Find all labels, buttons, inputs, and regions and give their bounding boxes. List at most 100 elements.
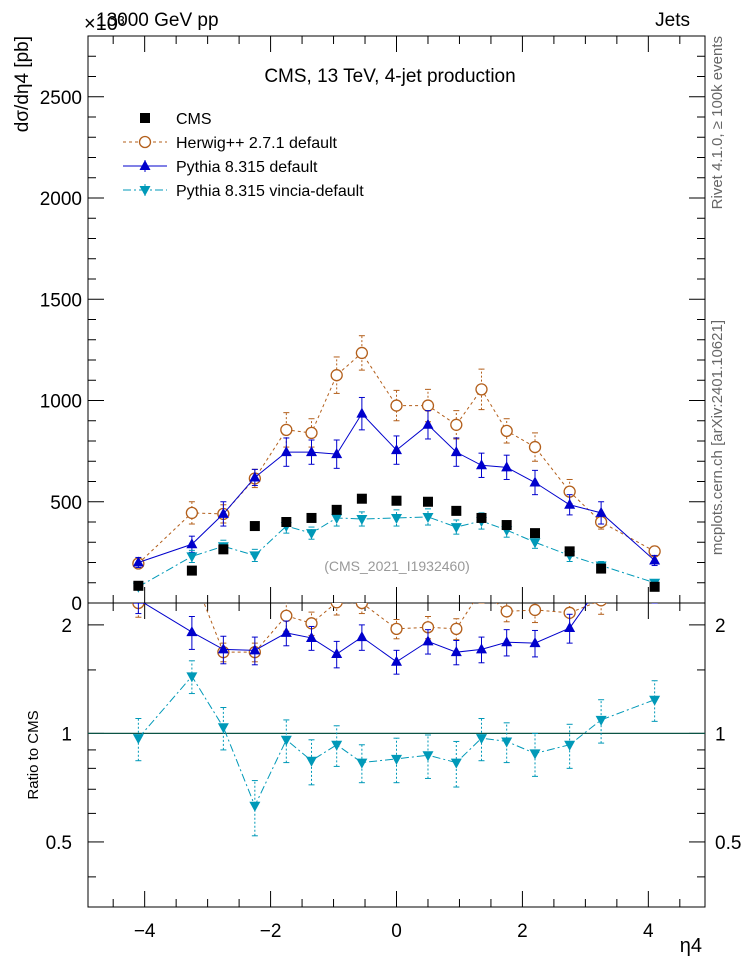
- main-series-3-group: [132, 508, 661, 593]
- main-series-2-point: [475, 459, 487, 470]
- ratio-series-1-point: [186, 626, 198, 637]
- main-series-1-point: [390, 399, 403, 412]
- ratio-xtick-label: 4: [643, 921, 654, 942]
- main-series-0-point: [218, 544, 229, 555]
- main-series-2-point: [356, 407, 368, 418]
- ratio-series-2-point: [475, 734, 487, 745]
- ratio-series-0-point: [355, 603, 369, 610]
- ratio-series-2-point: [564, 740, 576, 751]
- x-axis-label: η4: [680, 935, 702, 957]
- main-series-0-point: [564, 546, 575, 557]
- main-series-2-point: [186, 538, 198, 549]
- ratio-series-2-point: [595, 715, 607, 726]
- main-series-2-point: [249, 471, 261, 482]
- main-series-0-point: [281, 517, 292, 527]
- main-series-0-point: [356, 493, 367, 504]
- main-series: [132, 335, 661, 593]
- ratio-ytick-label-right: 1: [715, 724, 726, 745]
- main-ytick-label: 2000: [40, 189, 82, 210]
- main-series-3-point: [356, 514, 368, 525]
- legend-marker: [139, 186, 151, 196]
- ratio-series-0-point: [280, 609, 293, 622]
- main-series-2-point: [450, 446, 462, 457]
- main-series-2-point: [280, 446, 292, 457]
- main-series-2-group: [132, 396, 661, 569]
- main-series-0-point: [530, 528, 541, 539]
- ratio-ytick-label: 2: [61, 616, 72, 637]
- main-panel: 0 500 1000 1500 2000 2500 CMS, 13 TeV, 4-jet …: [12, 35, 706, 615]
- main-series-2-point: [331, 448, 343, 459]
- main-series-0-point: [306, 512, 317, 523]
- main-ytick-label: 500: [50, 493, 82, 514]
- main-ticks: 0 500 1000 1500 2000 2500: [40, 35, 705, 615]
- ratio-series-2-group: [132, 660, 661, 837]
- legend-label: Pythia 8.315 vincia-default: [176, 183, 364, 200]
- main-series-1-point: [500, 424, 513, 438]
- ratio-series-0-point: [500, 605, 513, 618]
- main-series-0-point: [249, 521, 260, 532]
- ratio-series-1-point: [391, 655, 402, 666]
- ratio-series-0-point: [450, 622, 463, 635]
- main-series-3-point: [331, 513, 343, 524]
- legend-marker: [138, 135, 152, 149]
- main-series-1-point: [330, 369, 343, 382]
- main-series-0-point: [451, 505, 462, 516]
- main-series-1-point: [421, 399, 435, 412]
- ratio-series-1-point: [564, 622, 576, 633]
- ratio-xtick-label: 2: [517, 921, 528, 942]
- main-series-3-point: [306, 529, 318, 540]
- ratio-series-2-point: [501, 737, 513, 748]
- ratio-series-2-point: [132, 734, 144, 745]
- ratio-series-2-point: [249, 801, 261, 812]
- main-ytick-label: 1000: [40, 392, 82, 413]
- main-series-1-point: [185, 506, 199, 520]
- main-series-0-point: [133, 580, 144, 591]
- legend: CMS Herwig++ 2.7.1 default Pythia 8.315 de…: [123, 111, 364, 200]
- main-series-0-point: [422, 496, 433, 507]
- ratio-series-2-point: [280, 735, 292, 746]
- ratio-ytick-label: 1: [61, 724, 72, 745]
- header-exponent: ×10³: [84, 13, 125, 35]
- legend-label: CMS: [176, 111, 212, 128]
- main-series-3-point: [529, 538, 541, 549]
- ratio-series-2-point: [422, 751, 434, 762]
- legend-label: Pythia 8.315 default: [176, 159, 318, 176]
- main-series-2-point: [529, 476, 541, 487]
- main-series-3-point: [422, 512, 434, 523]
- main-series-2-point: [132, 556, 144, 567]
- main-series-0-point: [476, 512, 487, 523]
- main-ytick-label: 0: [71, 594, 82, 615]
- legend-marker: [140, 113, 150, 123]
- ratio-series-2-point: [391, 754, 402, 765]
- ratio-series-1-point: [280, 626, 292, 637]
- main-series-1-point: [450, 418, 463, 431]
- ratio-series-2-point: [217, 723, 229, 734]
- ratio-ytick-label-right: 2: [715, 616, 726, 637]
- ratio-ytick-label-right: 0.5: [715, 833, 741, 854]
- ratio-series-1-point: [249, 644, 261, 655]
- ratio-series: [132, 603, 661, 837]
- side-label-lower: mcplots.cern.ch [arXiv:2401.10621]: [709, 320, 726, 555]
- ratio-series-2-point: [450, 758, 462, 769]
- main-series-3-point: [450, 523, 462, 534]
- ratio-y-axis-label: Ratio to CMS: [25, 710, 42, 799]
- main-series-2-point: [501, 461, 513, 472]
- main-series-2-point: [649, 554, 661, 565]
- main-y-axis-label: dσ/dη4 [pb]: [12, 36, 33, 132]
- main-series-1-point: [475, 383, 488, 396]
- main-series-3-line: [138, 516, 655, 588]
- ratio-series-2-point: [356, 758, 368, 769]
- ratio-ytick-label: 0.5: [46, 833, 72, 854]
- ratio-series-1-point: [306, 631, 318, 642]
- ratio-ticks: −4 −2 0 2 4 0.5 0.5 1 1 2 2: [46, 603, 741, 942]
- ratio-panel: −4 −2 0 2 40.5 0.51 12 2 Ratio to CMS η4: [25, 602, 741, 957]
- ratio-series-1-point: [475, 643, 487, 654]
- legend-label: Herwig++ 2.7.1 default: [176, 135, 338, 152]
- ratio-series-0-point: [330, 603, 343, 609]
- ratio-series-1-point: [501, 636, 513, 647]
- ratio-series-0-point: [595, 603, 607, 607]
- ratio-series-1-point: [132, 603, 144, 604]
- ratio-series-2-point: [649, 695, 661, 706]
- main-series-3-point: [391, 513, 402, 524]
